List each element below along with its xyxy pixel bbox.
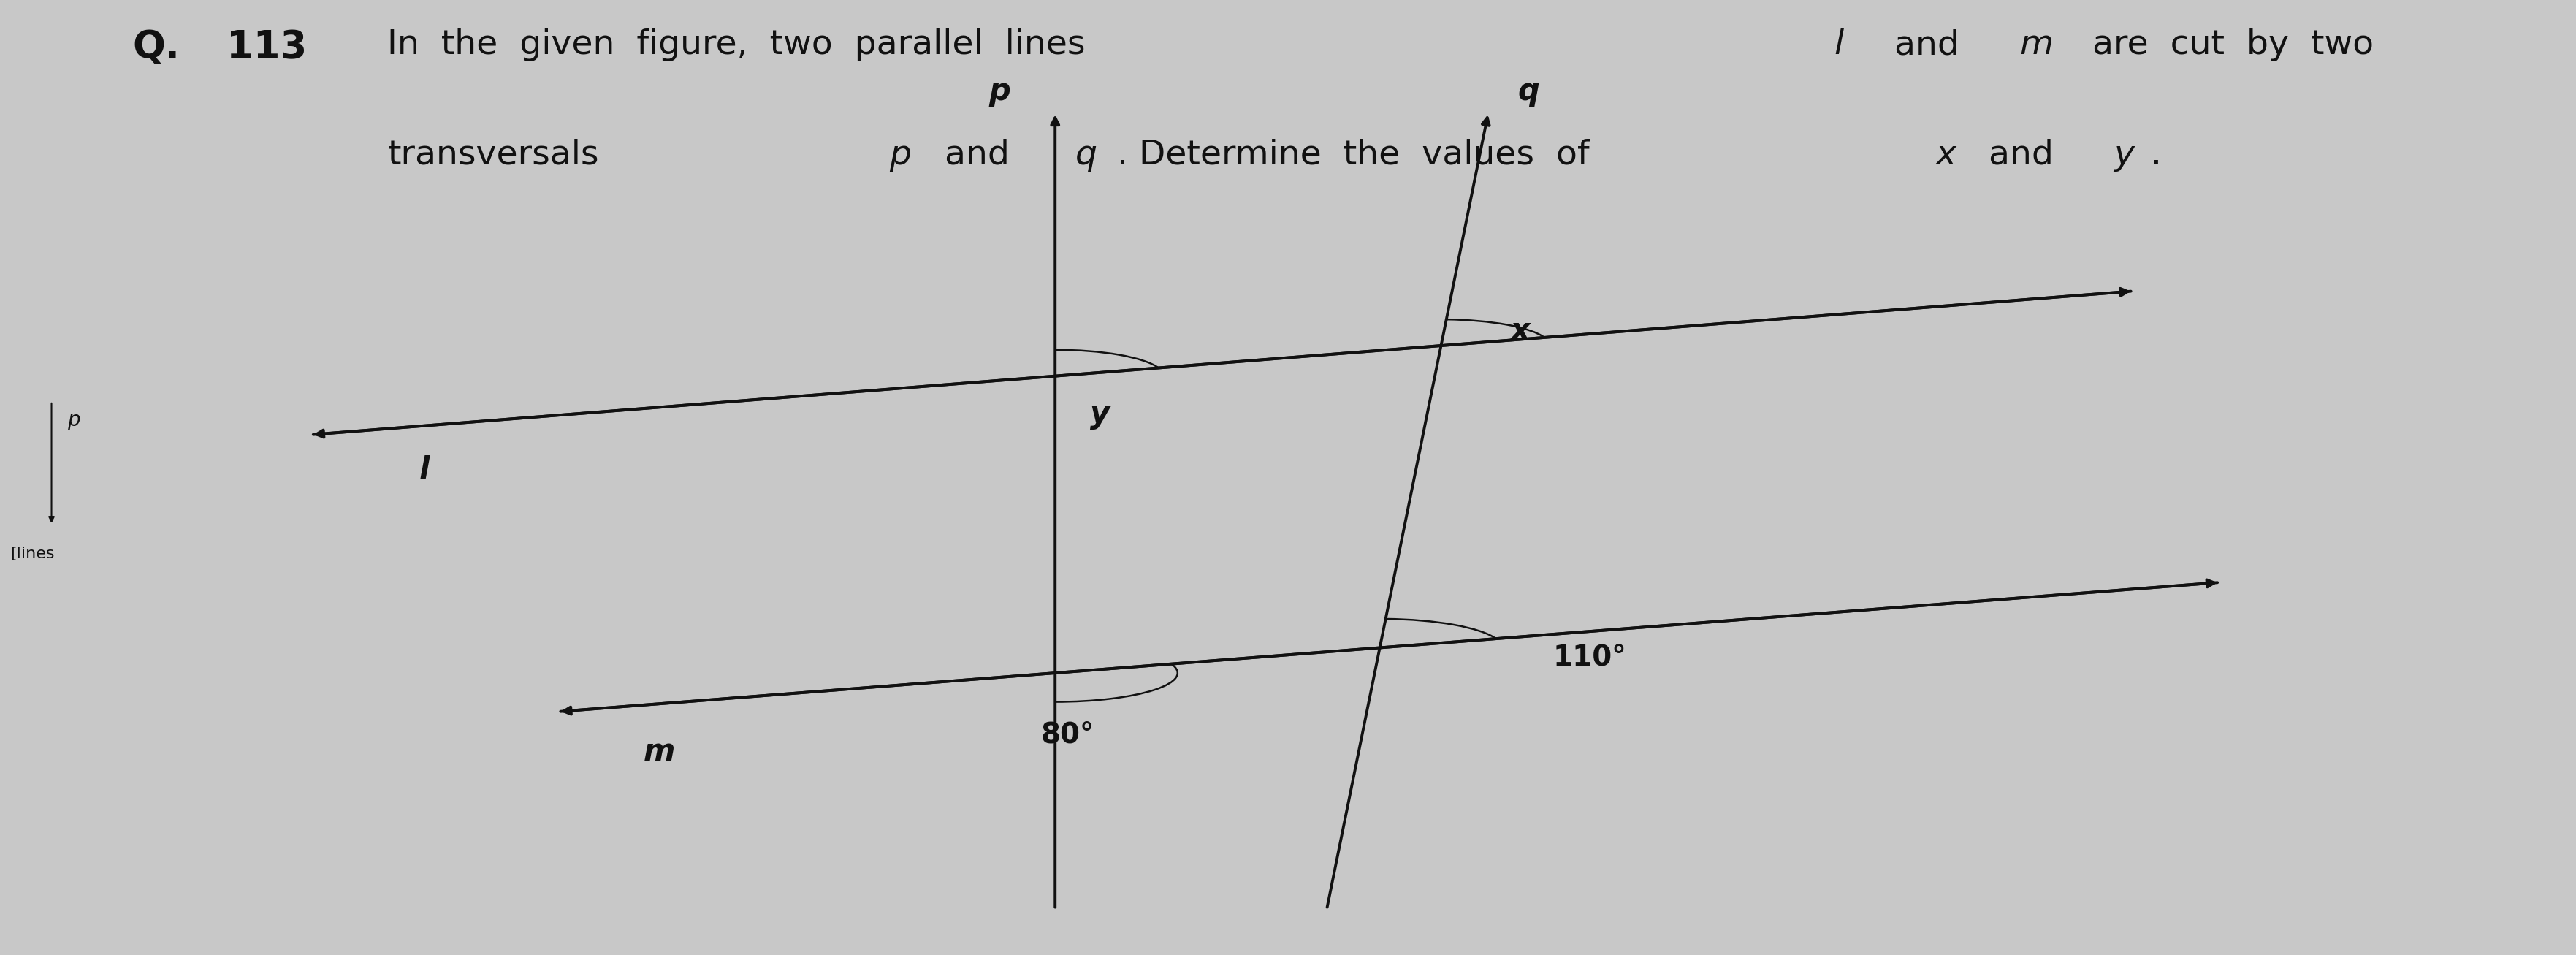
- Text: l: l: [420, 456, 430, 486]
- Text: y: y: [2112, 138, 2133, 171]
- Text: 80°: 80°: [1041, 721, 1095, 749]
- Text: 113: 113: [227, 29, 307, 67]
- Text: transversals: transversals: [386, 138, 600, 171]
- Text: x: x: [1510, 316, 1530, 347]
- Text: Q.: Q.: [134, 29, 180, 67]
- Text: m: m: [2020, 29, 2053, 61]
- Text: x: x: [1935, 138, 1955, 171]
- Text: are  cut  by  two: are cut by two: [2081, 29, 2372, 61]
- Text: m: m: [644, 736, 675, 767]
- Text: [lines: [lines: [10, 546, 54, 562]
- Text: .: .: [2151, 138, 2161, 171]
- Text: p: p: [67, 410, 80, 431]
- Text: p: p: [889, 138, 912, 171]
- Text: 110°: 110°: [1553, 644, 1625, 671]
- Text: . Determine  the  values  of: . Determine the values of: [1118, 138, 1589, 171]
- Text: In  the  given  figure,  two  parallel  lines: In the given figure, two parallel lines: [386, 29, 1084, 61]
- Text: and: and: [1883, 29, 1960, 61]
- Text: q: q: [1517, 76, 1540, 107]
- Text: q: q: [1074, 138, 1097, 171]
- Text: and: and: [935, 138, 1010, 171]
- Text: and: and: [1978, 138, 2053, 171]
- Text: p: p: [989, 76, 1010, 107]
- Text: y: y: [1090, 399, 1110, 430]
- Text: l: l: [1834, 29, 1844, 61]
